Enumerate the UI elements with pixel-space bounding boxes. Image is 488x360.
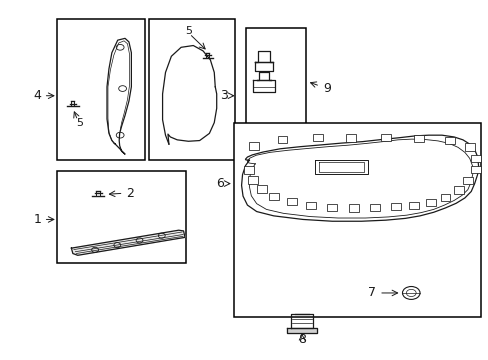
- Bar: [244, 166, 254, 174]
- Text: 6: 6: [216, 177, 224, 190]
- Bar: [57, 171, 185, 263]
- Bar: [408, 202, 418, 209]
- Bar: [327, 204, 336, 211]
- Bar: [287, 198, 297, 205]
- Bar: [245, 28, 305, 138]
- Bar: [425, 199, 435, 206]
- Bar: [470, 155, 480, 162]
- Bar: [413, 135, 423, 142]
- Bar: [390, 203, 400, 211]
- Text: 5: 5: [76, 118, 83, 128]
- Bar: [465, 143, 474, 150]
- Bar: [233, 123, 481, 317]
- Text: 7: 7: [367, 287, 375, 300]
- Text: 8: 8: [297, 333, 305, 346]
- Bar: [149, 19, 234, 160]
- Bar: [380, 134, 390, 141]
- Bar: [306, 202, 316, 209]
- Bar: [345, 134, 355, 141]
- Bar: [470, 166, 480, 173]
- Bar: [57, 19, 144, 160]
- Bar: [348, 204, 358, 212]
- Text: 9: 9: [323, 82, 331, 95]
- Bar: [257, 185, 266, 193]
- Bar: [269, 193, 279, 200]
- Polygon shape: [71, 230, 184, 255]
- Bar: [369, 204, 379, 211]
- Bar: [312, 134, 322, 141]
- Text: 4: 4: [33, 89, 41, 102]
- Bar: [277, 136, 287, 143]
- Text: 5: 5: [184, 26, 191, 36]
- Bar: [440, 194, 449, 201]
- Text: 2: 2: [126, 187, 134, 200]
- Polygon shape: [287, 328, 316, 333]
- Bar: [462, 177, 472, 184]
- Bar: [248, 176, 258, 184]
- Text: 1: 1: [33, 213, 41, 226]
- Text: 3: 3: [220, 89, 227, 102]
- Bar: [249, 142, 259, 149]
- Bar: [453, 186, 463, 194]
- Bar: [445, 137, 454, 144]
